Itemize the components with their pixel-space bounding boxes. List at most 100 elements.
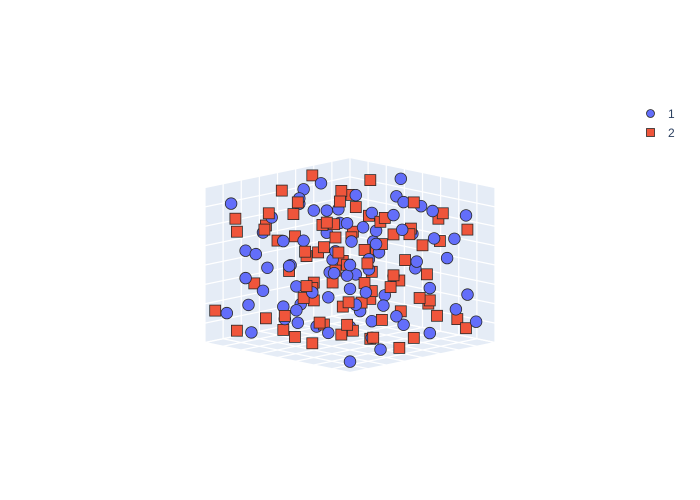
point-s2-66 [364, 174, 377, 187]
legend-label: 2 [668, 125, 675, 140]
gridline [313, 319, 459, 351]
point-s2-1 [431, 309, 443, 322]
gridline [204, 253, 351, 285]
point-s1-11 [377, 299, 390, 312]
point-s1-42 [396, 223, 409, 237]
point-s1-72 [345, 235, 358, 248]
point-s1-69 [374, 343, 387, 356]
gridline [204, 234, 351, 266]
point-s1-3 [397, 318, 410, 332]
point-s2-39 [361, 257, 374, 270]
point-s1-61 [427, 232, 441, 245]
point-s2-40 [332, 246, 345, 259]
point-s2-15 [278, 309, 291, 322]
point-s2-85 [275, 184, 288, 197]
legend-item-1[interactable]: 1 [640, 104, 675, 123]
point-s1-2 [423, 326, 437, 340]
point-s2-72 [306, 337, 319, 350]
point-s2-19 [413, 292, 426, 304]
point-s2-57 [229, 212, 242, 225]
point-s1-46 [320, 204, 334, 217]
point-s2-9 [209, 304, 222, 317]
point-s1-59 [426, 204, 439, 218]
point-s2-68 [306, 169, 319, 182]
point-s2-55 [287, 208, 300, 221]
point-s1-9 [220, 306, 234, 320]
point-s1-40 [448, 232, 461, 246]
point-s2-29 [387, 269, 400, 282]
point-s2-81 [299, 245, 312, 258]
point-s2-36 [329, 231, 342, 244]
point-s1-41 [327, 267, 341, 280]
point-s1-83 [242, 298, 255, 312]
point-s1-71 [322, 326, 335, 340]
point-s1-80 [397, 195, 410, 209]
point-s2-89 [341, 318, 354, 331]
point-s1-25 [256, 284, 270, 298]
point-s2-67 [335, 184, 348, 197]
point-s2-32 [300, 280, 313, 293]
point-s1-50 [459, 209, 473, 222]
point-s2-10 [423, 294, 436, 307]
point-s2-8 [230, 324, 243, 337]
gridline [241, 319, 387, 351]
legend-item-2[interactable]: 2 [640, 123, 675, 142]
point-s1-10 [423, 281, 437, 295]
data-points [209, 169, 483, 368]
point-s1-82 [343, 282, 357, 296]
point-s2-0 [460, 322, 472, 335]
legend-marker-square [646, 128, 655, 137]
point-s1-30 [410, 255, 423, 268]
point-s1-64 [340, 269, 354, 282]
point-s2-74 [335, 328, 348, 341]
point-s1-43 [356, 221, 370, 234]
point-s2-62 [349, 201, 362, 214]
point-s1-14 [290, 304, 303, 317]
point-s1-60 [369, 237, 383, 251]
legend-label: 1 [668, 106, 675, 121]
point-s1-0 [469, 315, 483, 328]
point-s2-48 [230, 225, 243, 238]
point-s1-45 [277, 234, 290, 248]
point-s1-8 [245, 326, 258, 339]
point-s1-58 [224, 197, 238, 210]
point-s2-79 [313, 316, 326, 329]
gridline [259, 323, 405, 355]
point-s1-63 [291, 316, 305, 330]
point-s2-56 [258, 223, 271, 236]
point-s2-24 [399, 254, 412, 267]
point-s1-70 [461, 288, 474, 301]
point-s2-64 [291, 196, 304, 209]
point-s1-84 [343, 355, 357, 368]
point-s2-45 [317, 241, 330, 254]
point-s2-59 [436, 207, 449, 220]
point-s1-21 [440, 251, 454, 265]
legend-marker-circle [646, 109, 655, 118]
point-s1-52 [340, 217, 354, 230]
point-s1-17 [290, 280, 303, 293]
point-s2-83 [333, 195, 346, 208]
point-s2-65 [262, 207, 275, 220]
point-s1-51 [387, 208, 400, 222]
point-s1-76 [239, 271, 252, 285]
point-s2-23 [297, 292, 310, 304]
point-s2-7 [259, 312, 272, 325]
point-s1-29 [359, 286, 373, 299]
point-s2-69 [393, 341, 406, 354]
gridline [331, 315, 477, 347]
point-s1-35 [297, 234, 310, 247]
point-s2-33 [416, 239, 429, 252]
point-s1-74 [365, 206, 379, 220]
point-s2-2 [407, 331, 420, 344]
point-s2-20 [384, 281, 397, 294]
point-s1-55 [394, 172, 408, 186]
point-s1-37 [249, 247, 263, 261]
point-s1-65 [282, 259, 296, 273]
point-s1-18 [261, 261, 274, 275]
point-s1-73 [365, 315, 379, 328]
point-s2-49 [461, 223, 474, 236]
point-s1-19 [390, 310, 403, 323]
